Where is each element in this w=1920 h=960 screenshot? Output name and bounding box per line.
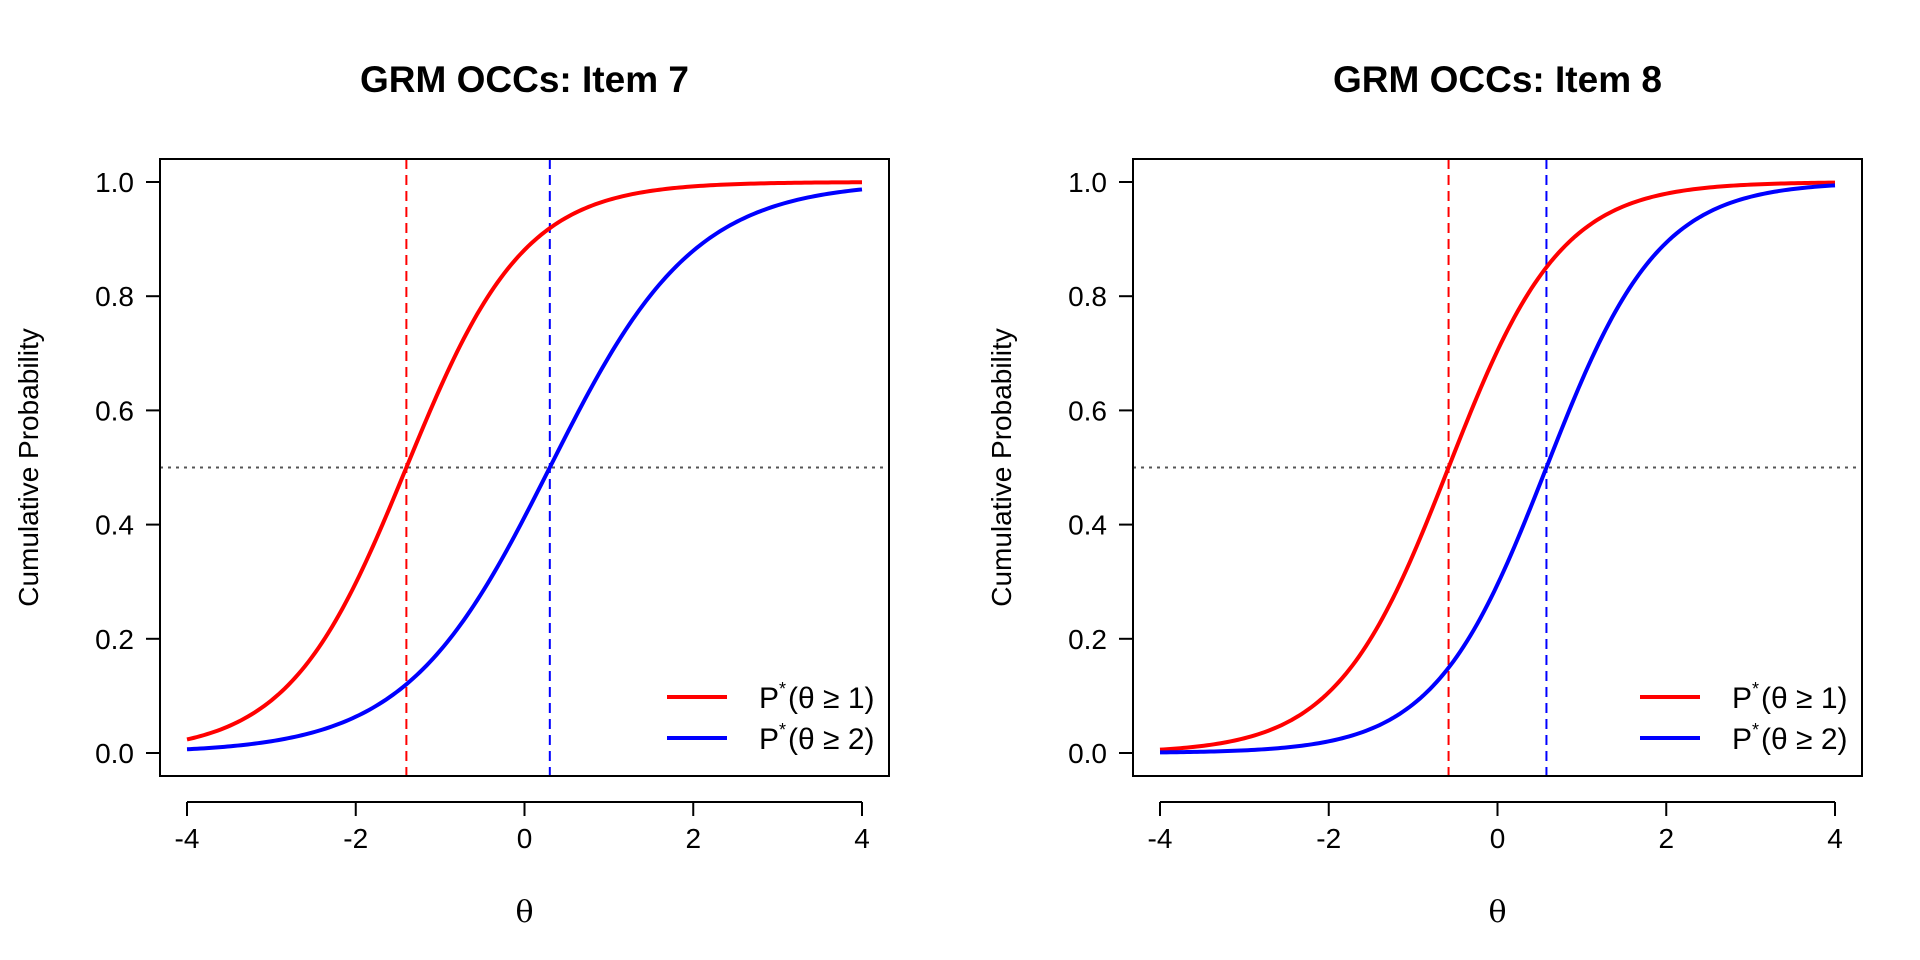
legend-label-2: P*(θ ≥ 2) <box>1732 720 1848 756</box>
legend-label-1: P*(θ ≥ 1) <box>759 679 875 715</box>
y-tick-label: 0.8 <box>95 281 134 312</box>
series-line-2 <box>186 187 863 752</box>
chart-title: GRM OCCs: Item 8 <box>1333 59 1662 100</box>
x-tick-label: 4 <box>854 823 870 854</box>
x-tick-label: -4 <box>175 823 200 854</box>
series-line-2 <box>1159 183 1836 755</box>
legend-label-1: P*(θ ≥ 1) <box>1732 679 1848 715</box>
series-line-1 <box>1159 180 1836 752</box>
x-tick-label: 0 <box>517 823 533 854</box>
plot-frame <box>159 158 890 777</box>
x-axis-label: θ <box>515 895 533 930</box>
y-axis-label: Cumulative Probability <box>986 328 1017 607</box>
legend-expr: (θ ≥ 1) <box>1761 682 1847 715</box>
legend-expr: (θ ≥ 2) <box>1761 723 1847 756</box>
legend-base: P <box>759 723 779 756</box>
x-tick-label: -2 <box>343 823 368 854</box>
y-tick-label: 0.2 <box>1068 624 1107 655</box>
legend-expr: (θ ≥ 1) <box>788 682 874 715</box>
legend-sup: * <box>1752 720 1759 740</box>
x-tick-label: -2 <box>1316 823 1341 854</box>
legend-sup: * <box>779 679 786 699</box>
plot-area <box>1133 159 1862 776</box>
y-axis-label: Cumulative Probability <box>13 328 44 607</box>
y-tick-label: 0.4 <box>1068 510 1107 541</box>
y-tick-label: 0.8 <box>1068 281 1107 312</box>
y-tick-label: 0.6 <box>95 395 134 426</box>
x-tick-label: 2 <box>1658 823 1674 854</box>
y-tick-label: 0.6 <box>1068 395 1107 426</box>
y-tick-label: 0.0 <box>95 738 134 769</box>
chart-panel-2: GRM OCCs: Item 8 0.0 0.2 0.4 0.6 0.8 1.0 -4 -2 0 2… <box>986 59 1863 930</box>
legend-sup: * <box>1752 679 1759 699</box>
y-tick-label: 0.2 <box>95 624 134 655</box>
x-axis-label: θ <box>1488 895 1506 930</box>
series-line-1 <box>186 180 863 742</box>
plot-area <box>160 159 889 776</box>
y-tick-label: 1.0 <box>1068 167 1107 198</box>
chart-panel-1: GRM OCCs: Item 7 0.0 0.2 0.4 0.6 0.8 1.0 -4 -2 0 2… <box>13 59 890 930</box>
x-tick-label: 2 <box>685 823 701 854</box>
x-tick-label: 4 <box>1827 823 1843 854</box>
x-tick-label: -4 <box>1148 823 1173 854</box>
legend-label-2: P*(θ ≥ 2) <box>759 720 875 756</box>
chart-title: GRM OCCs: Item 7 <box>360 59 689 100</box>
legend-expr: (θ ≥ 2) <box>788 723 874 756</box>
plot-frame <box>1132 158 1863 777</box>
legend-base: P <box>1732 682 1752 715</box>
x-tick-label: 0 <box>1490 823 1506 854</box>
legend-base: P <box>1732 723 1752 756</box>
legend-base: P <box>759 682 779 715</box>
y-tick-label: 1.0 <box>95 167 134 198</box>
y-tick-label: 0.0 <box>1068 738 1107 769</box>
legend-sup: * <box>779 720 786 740</box>
y-tick-label: 0.4 <box>95 510 134 541</box>
